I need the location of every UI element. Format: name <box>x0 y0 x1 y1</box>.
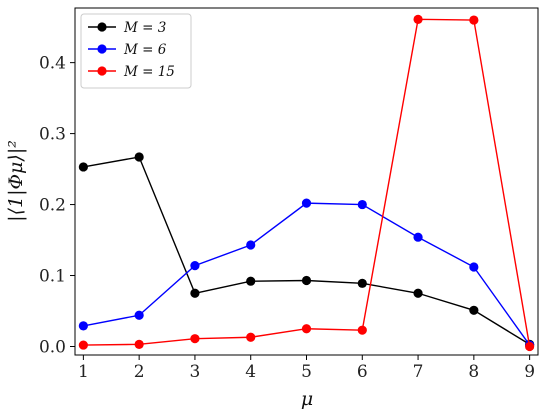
series-point <box>190 288 200 298</box>
series-1 <box>78 152 535 349</box>
x-tick-label: 1 <box>78 362 89 382</box>
series-point <box>469 15 479 25</box>
series-point <box>469 262 479 272</box>
series-point <box>190 260 200 271</box>
legend: M = 3 M = 6 M = 15 <box>80 13 192 89</box>
y-tick-label: 0.0 <box>39 337 66 357</box>
series-point <box>134 152 144 162</box>
series-point <box>357 325 367 335</box>
legend-swatch-marker <box>97 22 107 32</box>
series-point <box>413 14 423 24</box>
series-point <box>413 232 423 242</box>
series-point <box>301 198 312 208</box>
series-point <box>413 288 423 298</box>
legend-label: M = 6 <box>123 42 167 58</box>
series-point <box>469 305 479 315</box>
series-point <box>78 321 88 331</box>
series-point <box>134 339 144 349</box>
x-tick-label: 9 <box>524 362 535 382</box>
y-tick-label: 0.1 <box>39 267 66 287</box>
x-tick-label: 6 <box>357 362 368 382</box>
y-tick-label: 0.3 <box>39 125 66 145</box>
plot-frame <box>74 7 539 356</box>
x-axis-label: μ <box>301 388 313 410</box>
series-point <box>134 310 144 320</box>
series-point <box>246 276 256 286</box>
series-line <box>83 202 531 346</box>
series-point <box>525 341 535 352</box>
y-tick-label: 0.2 <box>39 196 66 216</box>
legend-label: M = 3 <box>123 20 166 36</box>
legend-swatch-marker <box>97 66 107 76</box>
legend-label: M = 15 <box>123 64 175 80</box>
series-point <box>301 275 312 286</box>
series-point <box>301 324 312 334</box>
x-tick-label: 2 <box>134 362 145 382</box>
series-point <box>357 278 367 288</box>
ticks-layer: 1 2 3 4 5 6 7 8 9 0.0 0.1 0.2 0.3 0.4 <box>39 54 535 382</box>
series-point <box>246 240 256 250</box>
legend-box <box>80 13 192 89</box>
x-tick-label: 5 <box>301 362 312 382</box>
x-tick-label: 4 <box>245 362 256 382</box>
series-point <box>78 340 88 350</box>
series-point <box>246 332 256 342</box>
y-axis-label-group: |⟨1|Φμ⟩|² <box>5 140 27 222</box>
x-tick-label: 3 <box>190 362 201 382</box>
y-axis-label: |⟨1|Φμ⟩|² <box>5 140 27 222</box>
y-tick-label: 0.4 <box>39 54 66 74</box>
x-tick-label: 8 <box>468 362 479 382</box>
x-tick-label: 7 <box>413 362 424 382</box>
series-line <box>83 156 530 345</box>
series-point <box>78 162 88 172</box>
series-point <box>190 334 200 344</box>
series-point <box>357 199 367 210</box>
series-3 <box>78 14 535 352</box>
series-layer <box>78 14 535 352</box>
legend-swatch-marker <box>97 44 107 54</box>
